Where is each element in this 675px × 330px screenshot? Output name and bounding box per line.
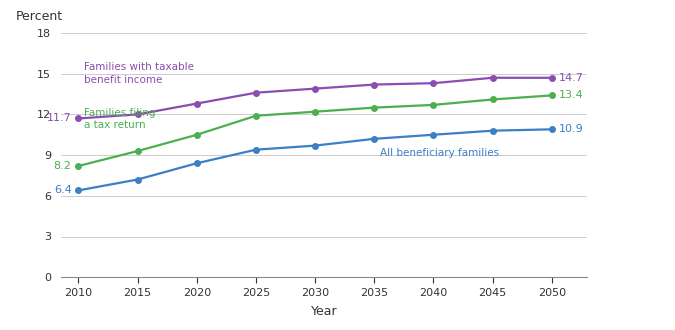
Text: Percent: Percent (16, 10, 63, 23)
X-axis label: Year: Year (310, 305, 338, 317)
Text: All beneficiary families: All beneficiary families (380, 148, 500, 158)
Text: 6.4: 6.4 (54, 185, 72, 195)
Text: 14.7: 14.7 (559, 73, 584, 83)
Text: 10.9: 10.9 (559, 124, 583, 134)
Text: Families with taxable
benefit income: Families with taxable benefit income (84, 62, 194, 84)
Text: 8.2: 8.2 (54, 161, 72, 171)
Text: 13.4: 13.4 (559, 90, 583, 100)
Text: 11.7: 11.7 (47, 114, 72, 123)
Text: Families filing
a tax return: Families filing a tax return (84, 108, 156, 130)
